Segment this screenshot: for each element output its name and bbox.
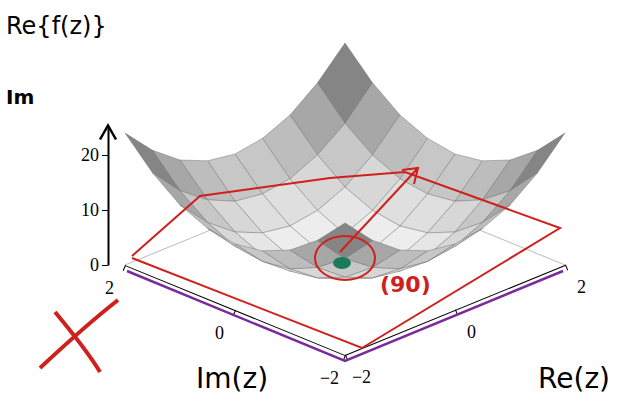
surface-cell — [428, 228, 483, 261]
x-axis-title: Re(z) — [538, 362, 610, 395]
surface-cell — [510, 133, 565, 191]
tick-label: 0 — [215, 322, 224, 342]
chart: −202−20201020Re{f(z)}Im(z)Re(z)Im(90) — [0, 0, 624, 398]
y-axis-title: Im(z) — [196, 362, 268, 395]
scribble — [132, 172, 560, 348]
annotation: Im — [6, 85, 34, 109]
tick-mark — [123, 265, 125, 271]
tick: 0 — [90, 255, 108, 275]
edge-highlight — [127, 271, 563, 361]
surface — [125, 43, 565, 279]
tick-label: 2 — [105, 277, 114, 297]
surface-cell — [125, 133, 180, 191]
annotation: (90) — [380, 272, 431, 297]
dot — [333, 257, 351, 269]
tick-label: 0 — [467, 322, 476, 342]
tick-label: 20 — [81, 145, 99, 165]
tick-label: 2 — [577, 277, 586, 297]
axis-line — [346, 265, 566, 355]
axis-line — [125, 266, 345, 356]
arrow-head — [100, 126, 116, 140]
y-axis: −2 0 2 — [97, 260, 351, 394]
tick-label: 10 — [81, 200, 99, 220]
scribbles — [40, 168, 560, 372]
tick: 2 — [564, 259, 593, 300]
scribble — [40, 300, 118, 372]
surface-cell — [208, 228, 263, 261]
scribble — [315, 236, 375, 280]
axis-line — [108, 128, 110, 266]
z-axis: 0 10 20 — [81, 128, 109, 275]
tick-mark — [102, 210, 108, 211]
tick-mark — [565, 265, 567, 271]
tick-label: −2 — [320, 367, 339, 387]
tick-label: −2 — [352, 367, 371, 387]
z-axis-title: Re{f(z)} — [6, 12, 107, 40]
surface-cell — [483, 173, 538, 223]
tick-mark — [102, 155, 108, 156]
tick: 10 — [81, 200, 108, 220]
tick: 2 — [98, 260, 127, 301]
tick-label: 0 — [90, 255, 99, 275]
tick: 20 — [81, 145, 108, 165]
scribble — [340, 168, 418, 252]
tick-mark — [102, 265, 108, 266]
